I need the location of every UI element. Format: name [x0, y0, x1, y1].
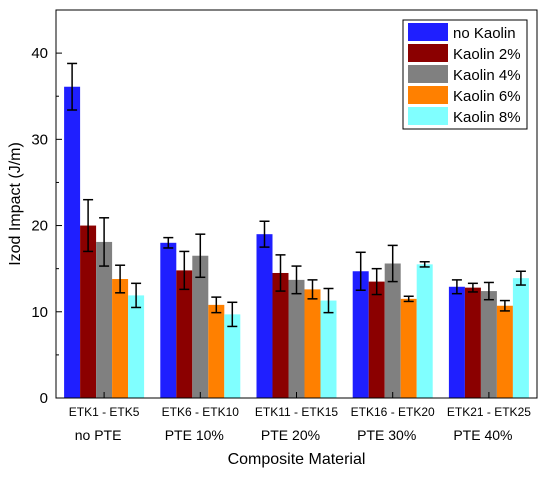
bar-1-4 [224, 314, 241, 398]
bar-0-4 [128, 295, 145, 398]
bar-4-0 [448, 286, 465, 398]
bar-3-0 [352, 271, 369, 398]
x-tick-label-group-3: PTE 30% [357, 427, 416, 443]
x-tick-label-group-2: PTE 20% [261, 427, 320, 443]
bar-1-0 [160, 242, 177, 398]
x-tick-label-group-1: PTE 10% [165, 427, 224, 443]
bar-1-1 [176, 270, 193, 398]
y-tick-label-40: 40 [31, 45, 48, 62]
y-axis: 0 10 20 30 40 [31, 45, 62, 407]
legend-swatch-0 [408, 23, 448, 41]
y-tick-label-20: 20 [31, 218, 48, 235]
x-tick-label-group-4: PTE 40% [453, 427, 512, 443]
legend-swatch-4 [408, 107, 448, 125]
bar-1-2 [192, 255, 209, 398]
y-tick-label-30: 30 [31, 131, 48, 148]
x-tick-label-code-4: ETK21 - ETK25 [447, 405, 531, 419]
legend-label-0: no Kaolin [453, 25, 516, 42]
x-tick-label-code-0: ETK1 - ETK5 [69, 405, 140, 419]
bar-0-3 [112, 279, 129, 398]
legend-swatch-3 [408, 86, 448, 104]
x-tick-label-code-1: ETK6 - ETK10 [162, 405, 240, 419]
legend-label-3: Kaolin 6% [453, 88, 521, 105]
legend-swatch-2 [408, 65, 448, 83]
legend-swatch-1 [408, 44, 448, 62]
y-tick-label-10: 10 [31, 304, 48, 321]
bar-3-3 [400, 298, 417, 398]
legend-label-2: Kaolin 4% [453, 67, 521, 84]
bar-4-3 [496, 305, 513, 398]
legend-label-1: Kaolin 2% [453, 46, 521, 63]
legend: no Kaolin Kaolin 2% Kaolin 4% Kaolin 6% Kaol… [402, 19, 528, 130]
bar-0-1 [80, 225, 97, 398]
x-tick-label-code-3: ETK16 - ETK20 [351, 405, 435, 419]
bar-2-1 [272, 272, 289, 398]
bar-4-1 [464, 287, 481, 398]
legend-label-4: Kaolin 8% [453, 109, 521, 126]
error-bars-layer [67, 62, 526, 328]
bar-0-2 [96, 241, 113, 398]
x-tick-label-group-0: no PTE [75, 427, 122, 443]
bar-0-0 [64, 86, 81, 398]
bar-2-0 [256, 234, 273, 398]
bar-2-2 [288, 279, 305, 398]
bar-2-3 [304, 289, 321, 398]
bar-3-2 [384, 263, 401, 398]
bar-3-1 [368, 281, 385, 398]
bar-1-3 [208, 304, 225, 398]
bar-4-2 [480, 291, 497, 398]
x-tick-label-code-2: ETK11 - ETK15 [255, 405, 338, 419]
x-axis-label: Composite Material [228, 451, 366, 468]
y-axis-label: Izod Impact (J/m) [7, 142, 24, 266]
bar-2-4 [320, 300, 337, 398]
bar-3-4 [416, 264, 433, 398]
x-axis: ETK1 - ETK5 no PTE ETK6 - ETK10 PTE 10% ETK1… [69, 392, 531, 443]
bars-layer [64, 86, 529, 398]
y-tick-label-0: 0 [40, 390, 48, 407]
bar-4-4 [512, 278, 529, 398]
